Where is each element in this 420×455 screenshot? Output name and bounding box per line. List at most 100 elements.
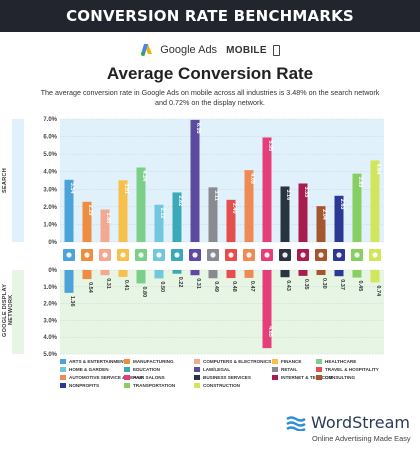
search-bar-value-label: 3.33 <box>303 186 309 197</box>
display-bar <box>100 270 110 276</box>
hair-dryer-icon-glyph <box>264 252 270 258</box>
legend-label: HEALTHCARE <box>325 359 357 364</box>
legend-label: HAIR SALONS <box>133 375 165 380</box>
display-y-tick-label: 5.0% <box>43 352 57 358</box>
gavel-icon-glyph <box>192 252 198 258</box>
footer-tagline: Online Advertising Made Easy <box>312 434 411 443</box>
legend-swatch <box>316 367 322 373</box>
search-y-tick-label: 6.0% <box>43 135 57 141</box>
display-bar <box>154 270 164 279</box>
display-bar-value-label: 0.31 <box>105 278 111 289</box>
handshake-icon-glyph <box>282 252 288 258</box>
display-bar-value-label: 0.22 <box>177 277 183 288</box>
display-bar <box>316 270 326 276</box>
search-bar <box>118 180 128 242</box>
display-bar-value-label: 0.35 <box>303 279 309 290</box>
legend-swatch <box>272 367 278 373</box>
search-bar <box>82 201 92 242</box>
display-y-tick-label: 3.0% <box>43 318 57 324</box>
legend-item: TRAVEL & HOSPITALITY <box>316 367 379 373</box>
legend-label: MANUFACTURING <box>133 359 174 364</box>
search-bar-value-label: 3.89 <box>357 177 363 188</box>
wifi-icon-glyph <box>300 252 306 258</box>
display-bar <box>172 270 182 274</box>
legend-label: COMPUTERS & ELECTRONICS <box>203 359 272 364</box>
wordstream-logo-icon <box>286 416 306 431</box>
house-icon-glyph <box>156 252 162 258</box>
legend-item: AUTOMOTIVE SERVICE & REPAIR <box>60 375 144 381</box>
search-bar <box>298 183 308 242</box>
display-bar-value-label: 0.47 <box>249 281 255 292</box>
legend-swatch <box>124 375 130 381</box>
display-bar-value-label: 0.43 <box>285 280 291 291</box>
search-bar-value-label: 3.16 <box>285 189 291 200</box>
search-bar-value-label: 5.95 <box>267 140 273 151</box>
airplane-icon-glyph <box>228 252 234 258</box>
legend-swatch <box>194 375 200 381</box>
legend-label: FINANCE <box>281 359 302 364</box>
legend-swatch <box>124 359 130 365</box>
legend-item: LAW/LEGAL <box>194 367 231 373</box>
search-side-strip <box>12 119 24 242</box>
legend-swatch <box>60 383 66 389</box>
display-y-tick-label: 4.0% <box>43 335 57 341</box>
legend-item: MANUFACTURING <box>124 359 174 365</box>
banner-title: CONVERSION RATE BENCHMARKS <box>66 7 354 25</box>
display-bar-value-label: 0.54 <box>87 282 93 294</box>
heart-hands-icon-glyph <box>336 252 342 258</box>
legend-item: CONSULTING <box>316 375 355 381</box>
display-bar <box>208 270 218 279</box>
legend-swatch <box>194 359 200 365</box>
display-bar-value-label: 0.49 <box>213 281 219 292</box>
legend-item: EDUCATION <box>124 367 160 373</box>
legend-label: NONPROFITS <box>69 383 100 388</box>
platform-row: Google Ads MOBILE <box>0 44 420 62</box>
display-y-tick-label: 1.0% <box>43 285 57 291</box>
legend-swatch <box>272 375 278 381</box>
footer-brand: WordStream <box>311 413 411 432</box>
legend-item: INTERNET & TELECOM <box>272 375 332 381</box>
legend-item: HOME & GARDEN <box>60 367 109 373</box>
search-bar-value-label: 4.64 <box>375 163 381 175</box>
display-bar <box>298 270 308 276</box>
search-bar <box>136 167 146 242</box>
header-banner <box>0 0 420 32</box>
search-bar <box>262 137 272 242</box>
display-bar <box>352 270 362 278</box>
shopping-bag-icon-glyph <box>210 252 216 258</box>
display-bar <box>280 270 290 278</box>
search-y-tick-label: 4.0% <box>43 170 57 176</box>
legend-label: AUTOMOTIVE SERVICE & REPAIR <box>69 375 144 380</box>
legend-item: CONSTRUCTION <box>194 383 240 389</box>
search-bar <box>280 186 290 242</box>
search-bar-value-label: 4.24 <box>141 170 147 182</box>
coins-icon-glyph <box>120 252 126 258</box>
display-bar-value-label: 0.48 <box>231 281 237 292</box>
legend-item: NONPROFITS <box>60 383 100 389</box>
legend-label: ARTS & ENTERTAINMENT <box>69 359 127 364</box>
display-y-tick-label: 0% <box>48 268 57 274</box>
legend-label: EDUCATION <box>133 367 160 372</box>
legend-label: HOME & GARDEN <box>69 367 109 372</box>
search-bar-value-label: 4.09 <box>249 173 255 184</box>
display-bar <box>136 270 146 284</box>
search-bar <box>316 206 326 242</box>
legend-label: BUSINESS SERVICES <box>203 375 251 380</box>
search-bar-value-label: 3.11 <box>213 190 219 200</box>
legend-label: LAW/LEGAL <box>203 367 231 372</box>
display-bar <box>64 270 74 293</box>
search-y-tick-label: 2.0% <box>43 205 57 211</box>
display-bar <box>226 270 236 279</box>
legend-swatch <box>316 375 322 381</box>
search-bar <box>154 204 164 242</box>
search-bar-value-label: 2.04 <box>321 209 327 221</box>
platform-name: Google Ads <box>160 44 218 57</box>
legend-label: TRANSPORTATION <box>133 383 176 388</box>
google-ads-logo-icon <box>141 44 153 57</box>
search-bar-value-label: 2.40 <box>231 203 237 214</box>
search-bar <box>172 192 182 242</box>
display-bar-value-label: 0.80 <box>141 286 147 297</box>
display-bar <box>244 270 254 278</box>
display-bar <box>334 270 344 277</box>
search-bar-value-label: 3.51 <box>123 183 129 194</box>
